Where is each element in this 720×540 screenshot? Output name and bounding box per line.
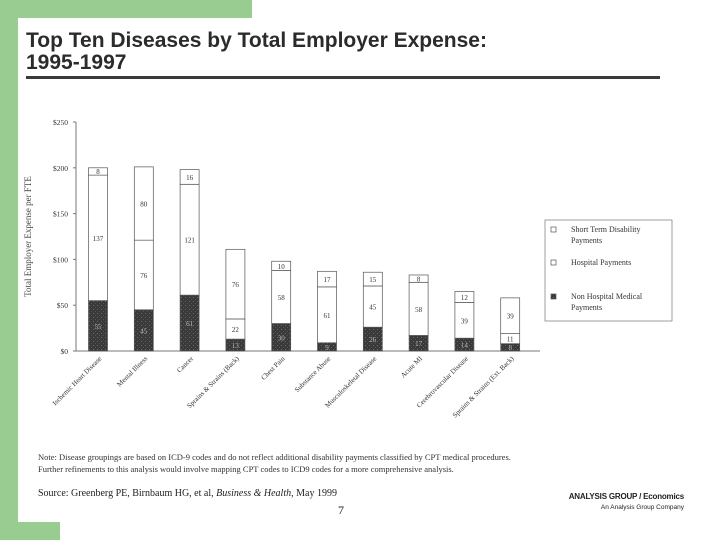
x-tick-label: Ischemic Heart Disease (51, 355, 103, 407)
page-number: 7 (338, 503, 344, 517)
bar-segment (225, 248, 246, 320)
data-label: 9 (325, 344, 329, 352)
data-label: 14 (461, 342, 469, 350)
data-label: 80 (140, 201, 148, 209)
data-label: 76 (140, 272, 148, 280)
data-label: 15 (369, 276, 377, 284)
data-label: 30 (278, 334, 286, 342)
legend-entry: Non Hospital Medical Payments (571, 292, 643, 312)
data-label: 58 (278, 294, 286, 302)
bar-segment (317, 270, 337, 288)
title-rule (26, 76, 660, 79)
data-label: 8 (417, 275, 421, 283)
source-citation: Source: Greenberg PE, Birnbaum HG, et al… (38, 488, 337, 499)
legend-swatch (550, 259, 557, 266)
x-tick-label: Musculoskeletal Disease (323, 355, 378, 410)
data-label: 13 (232, 342, 240, 350)
data-label: 61 (186, 320, 194, 328)
page-title: Top Ten Diseases by Total Employer Expen… (26, 30, 666, 74)
source-journal: Business & Health (216, 488, 292, 499)
bar-segment (500, 297, 521, 334)
title-line-1: Top Ten Diseases by Total Employer Expen… (26, 29, 487, 52)
y-tick-label: $250 (53, 118, 68, 127)
data-label: 76 (232, 281, 240, 289)
data-label: 10 (278, 263, 286, 271)
data-label: 45 (140, 327, 148, 335)
note-line-1: Note: Disease groupings are based on ICD… (38, 452, 511, 462)
data-label: 45 (369, 304, 377, 312)
data-label: 121 (184, 237, 195, 245)
y-tick-label: $50 (57, 301, 69, 310)
data-label: 137 (93, 235, 104, 243)
x-tick-label: Acute MI (399, 354, 424, 379)
source-suffix: , May 1999 (291, 488, 337, 499)
x-tick-label: Mental Illness (115, 355, 149, 389)
data-label: 39 (507, 313, 515, 321)
bar-segment (271, 260, 292, 271)
bar-segment (408, 274, 429, 283)
data-label: 39 (461, 317, 469, 325)
x-tick-label: Chest Pain (260, 354, 287, 381)
legend-swatch (550, 226, 557, 233)
title-line-2: 1995-1997 (26, 51, 127, 74)
data-label: 22 (232, 326, 240, 334)
y-tick-label: $0 (61, 347, 69, 356)
legend-entry: Short Term Disability Payments (571, 225, 641, 245)
source-prefix: Source: Greenberg PE, Birnbaum HG, et al… (38, 488, 217, 499)
bar-segment (133, 166, 154, 241)
x-tick-label: Sprains & Strains (Back) (186, 354, 242, 410)
bar-segment (362, 271, 383, 287)
data-label: 61 (324, 312, 332, 320)
brand-tagline: An Analysis Group Company (600, 504, 684, 511)
data-label: 58 (415, 306, 423, 314)
stacked-bar-chart: $0 $50 $100 $150 $200 $250 Total Employer Expe… (23, 118, 673, 419)
x-tick-label: Substance Abuse (293, 355, 332, 394)
y-axis-label: Total Employer Expense per FTE (23, 176, 33, 297)
data-label: 55 (95, 323, 103, 331)
bar-segment (179, 169, 200, 185)
y-tick-label: $150 (53, 210, 68, 219)
legend-box (544, 219, 673, 322)
corner-accent-bottom (0, 522, 60, 540)
x-tick-label: Cancer (175, 354, 195, 374)
data-label: 26 (369, 336, 377, 344)
data-label: 17 (415, 340, 423, 348)
data-label: 8 (96, 168, 100, 176)
y-tick-label: $100 (53, 255, 68, 264)
legend-swatch (550, 293, 557, 300)
bar-segment (454, 291, 475, 303)
data-label: 11 (507, 336, 514, 344)
data-label: 16 (186, 174, 194, 182)
corner-accent-top (0, 0, 252, 18)
brand-logo: ANALYSIS GROUP / Economics An Analysis G… (560, 491, 684, 513)
legend-entry: Hospital Payments (571, 258, 631, 267)
data-label: 17 (324, 276, 332, 284)
note-line-2: Further refinements to this analysis wou… (38, 464, 454, 474)
data-label: 8 (508, 344, 512, 352)
data-label: 12 (461, 294, 469, 302)
brand-name: ANALYSIS GROUP / Economics (568, 492, 684, 501)
x-tick-label: Cerebrovascular Disease (415, 355, 470, 410)
left-accent-bar (0, 0, 18, 540)
bar-segment (88, 167, 108, 176)
y-tick-label: $200 (53, 164, 68, 173)
